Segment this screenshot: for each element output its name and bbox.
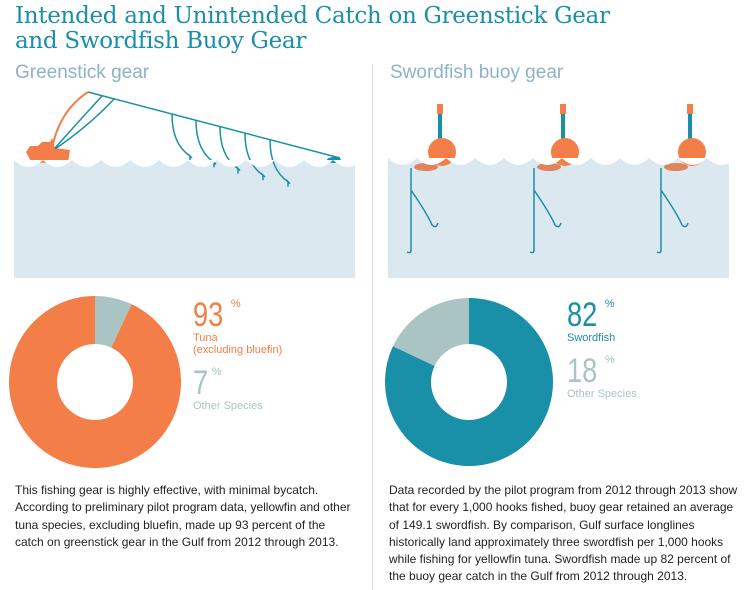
other-percent: 18 xyxy=(567,352,598,390)
buoy-illustration xyxy=(388,104,729,278)
tuna-stat: 93% Tuna (excluding bluefin) xyxy=(193,298,282,356)
swordfish-percent: 82 xyxy=(567,296,598,334)
tuna-sublabel: (excluding bluefin) xyxy=(193,344,283,356)
buoy-donut-slice-other-species xyxy=(392,298,469,366)
other-percent: 7 xyxy=(193,364,209,402)
other-label: Other Species xyxy=(567,388,637,400)
percent-sign: % xyxy=(230,298,241,310)
hook-icon xyxy=(656,168,689,254)
greenstick-donut-slice-tuna-excluding-bluefin- xyxy=(9,296,182,468)
right-other-stat: 18% Other Species xyxy=(567,354,637,400)
swordfish-label: Swordfish xyxy=(567,332,616,344)
percent-sign: % xyxy=(211,366,222,378)
water-left xyxy=(14,160,355,278)
hook-icon xyxy=(529,168,562,254)
fish-icon xyxy=(664,163,688,171)
other-label: Other Species xyxy=(193,400,263,412)
right-body-text: Data recorded by the pilot program from … xyxy=(389,483,738,584)
water-right xyxy=(388,158,729,278)
greenstick-donut-slice-other-species xyxy=(95,296,132,348)
left-body-text: This fishing gear is highly effective, w… xyxy=(15,483,351,549)
boat-icon xyxy=(26,138,70,163)
fish-icon xyxy=(537,163,561,171)
percent-sign: % xyxy=(604,354,615,366)
divider xyxy=(372,64,373,590)
hook-icon xyxy=(406,168,439,254)
page-title: Intended and Unintended Catch on Greenst… xyxy=(15,4,610,54)
title-line-1: Intended and Unintended Catch on Greenst… xyxy=(15,3,610,29)
buoy-donut-slice-swordfish xyxy=(385,298,554,466)
tuna-percent: 93 xyxy=(193,296,224,334)
title-line-2: and Swordfish Buoy Gear xyxy=(15,28,307,54)
left-subtitle: Greenstick gear xyxy=(15,62,150,83)
swordfish-stat: 82% Swordfish xyxy=(567,298,615,344)
right-subtitle: Swordfish buoy gear xyxy=(390,62,564,83)
greenstick-illustration xyxy=(14,91,355,278)
tuna-label: Tuna xyxy=(193,332,218,344)
fish-icon xyxy=(414,163,438,171)
left-other-stat: 7% Other Species xyxy=(193,366,263,412)
percent-sign: % xyxy=(604,298,615,310)
